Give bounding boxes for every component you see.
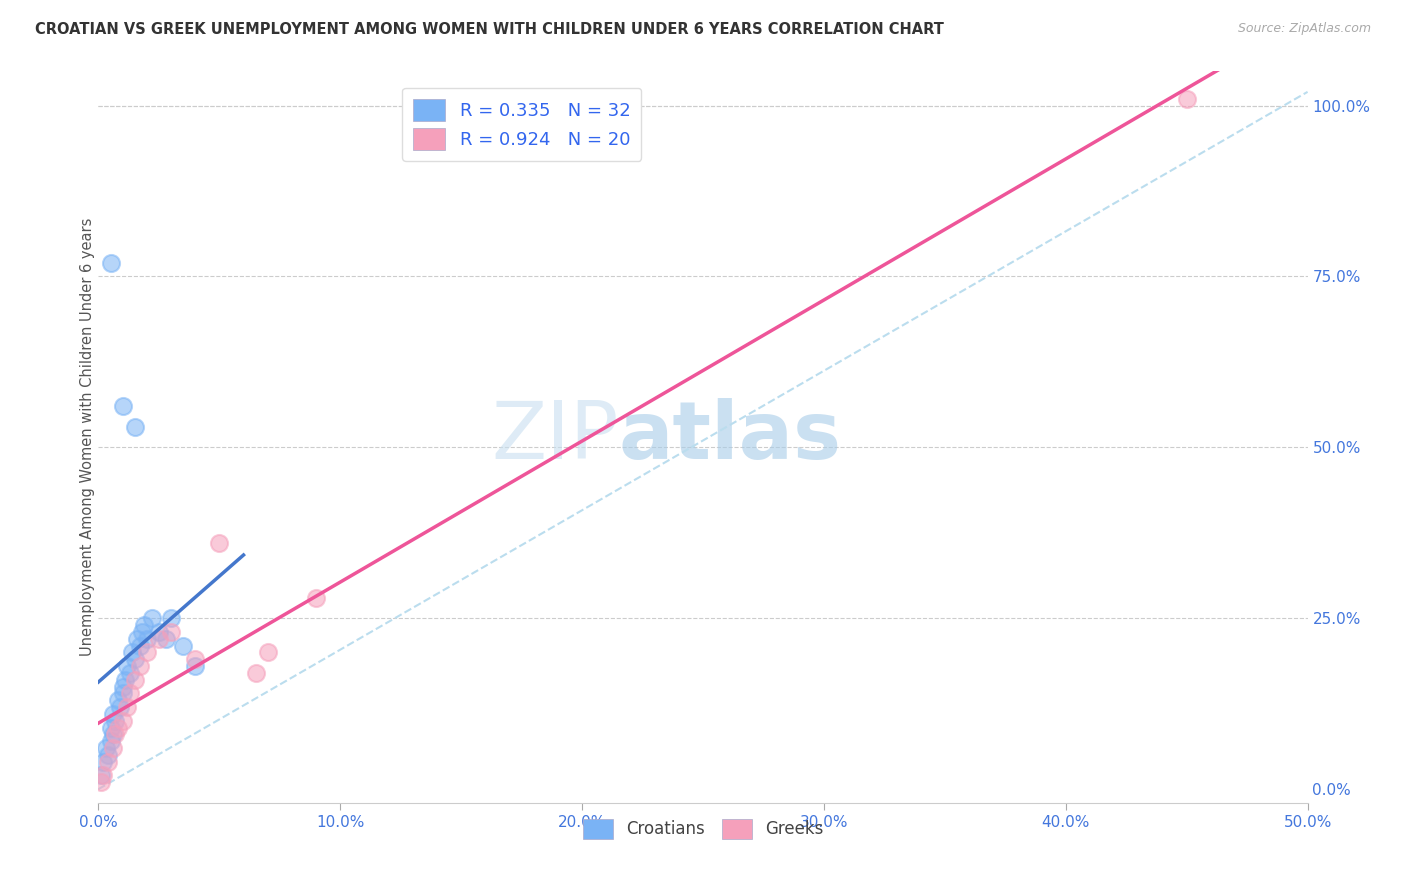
Text: atlas: atlas xyxy=(619,398,841,476)
Legend: Croatians, Greeks: Croatians, Greeks xyxy=(576,812,830,846)
Point xyxy=(135,632,157,646)
Point xyxy=(148,624,170,639)
Point xyxy=(128,659,150,673)
Point xyxy=(104,714,127,728)
Point xyxy=(114,673,136,687)
Point xyxy=(91,755,114,769)
Point xyxy=(160,624,183,639)
Point xyxy=(108,700,131,714)
Point xyxy=(172,639,194,653)
Point xyxy=(107,693,129,707)
Point xyxy=(97,755,120,769)
Point xyxy=(90,768,112,782)
Point xyxy=(118,665,141,680)
Point xyxy=(91,768,114,782)
Point xyxy=(124,673,146,687)
Point xyxy=(256,645,278,659)
Point xyxy=(117,700,139,714)
Point xyxy=(94,741,117,756)
Text: Source: ZipAtlas.com: Source: ZipAtlas.com xyxy=(1237,22,1371,36)
Point xyxy=(104,727,127,741)
Point xyxy=(101,741,124,756)
Point xyxy=(111,686,134,700)
Point xyxy=(131,624,153,639)
Point xyxy=(148,632,170,646)
Point xyxy=(100,256,122,270)
Text: ZIP: ZIP xyxy=(491,398,619,476)
Y-axis label: Unemployment Among Women with Children Under 6 years: Unemployment Among Women with Children U… xyxy=(80,218,94,657)
Point xyxy=(111,714,134,728)
Point xyxy=(118,686,141,700)
Point xyxy=(141,611,163,625)
Point xyxy=(305,591,328,605)
Point xyxy=(101,727,124,741)
Point xyxy=(135,645,157,659)
Point xyxy=(160,611,183,625)
Point xyxy=(111,680,134,694)
Point xyxy=(124,420,146,434)
Point xyxy=(155,632,177,646)
Point xyxy=(100,734,122,748)
Point xyxy=(127,632,149,646)
Point xyxy=(107,721,129,735)
Point xyxy=(100,721,122,735)
Point xyxy=(184,659,207,673)
Point xyxy=(121,645,143,659)
Point xyxy=(101,706,124,721)
Point xyxy=(124,652,146,666)
Text: CROATIAN VS GREEK UNEMPLOYMENT AMONG WOMEN WITH CHILDREN UNDER 6 YEARS CORRELATI: CROATIAN VS GREEK UNEMPLOYMENT AMONG WOM… xyxy=(35,22,943,37)
Point xyxy=(128,639,150,653)
Point xyxy=(245,665,267,680)
Point xyxy=(134,618,156,632)
Point xyxy=(184,652,207,666)
Point xyxy=(111,400,134,414)
Point xyxy=(208,536,231,550)
Point xyxy=(1175,92,1198,106)
Point xyxy=(97,747,120,762)
Point xyxy=(117,659,139,673)
Point xyxy=(90,775,112,789)
